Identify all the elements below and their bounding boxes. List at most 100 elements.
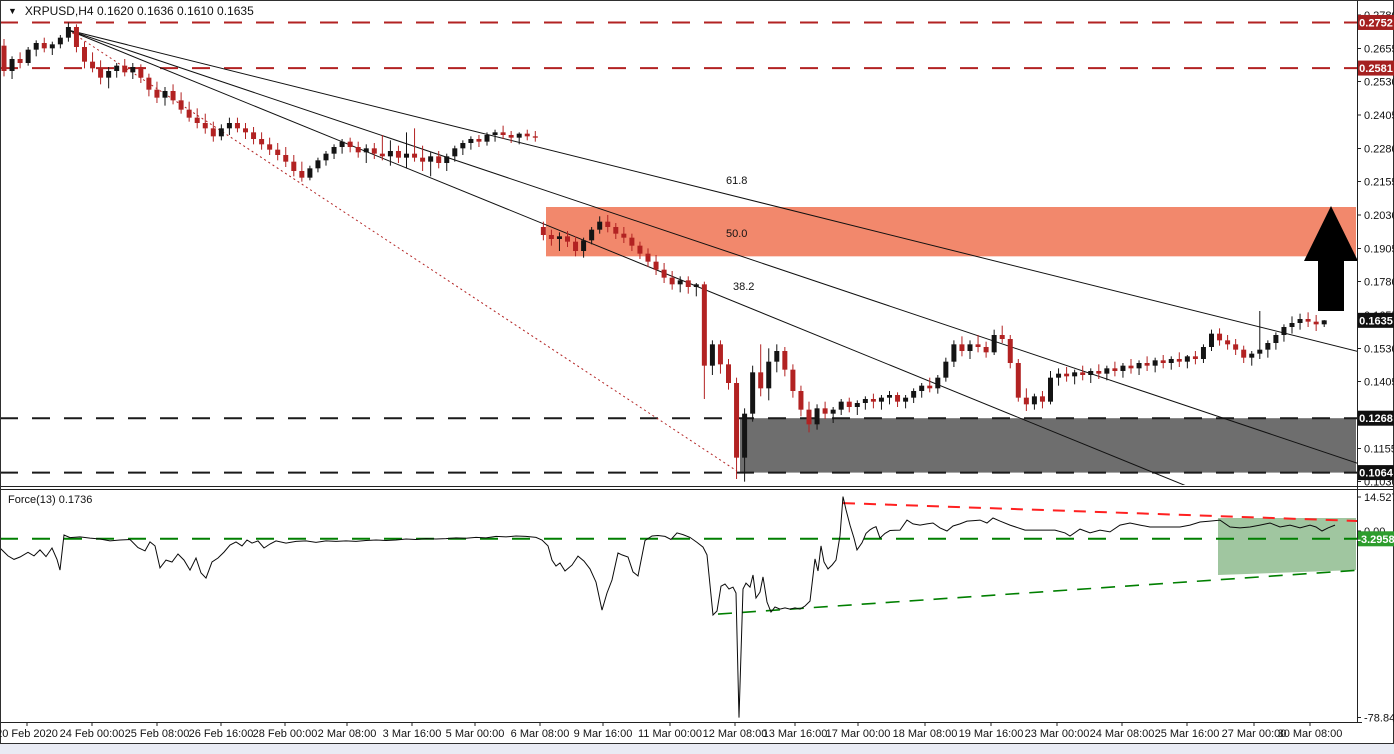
candle: [524, 133, 530, 137]
candle: [323, 153, 329, 161]
candle: [798, 391, 804, 410]
time-tick-label: 2 Mar 08:00: [318, 728, 377, 740]
support-zone[interactable]: [740, 418, 1356, 473]
candle: [154, 89, 160, 98]
candle: [701, 284, 707, 366]
chart-title: XRPUSD,H4 0.1620 0.1636 0.1610 0.1635: [24, 4, 254, 18]
force-green-zone[interactable]: [1218, 517, 1356, 576]
time-tick-label: 20 Feb 2020: [0, 728, 58, 740]
candle: [822, 408, 828, 414]
time-tick-label: 26 Feb 16:00: [189, 728, 254, 740]
candle: [1168, 359, 1174, 363]
candle: [226, 123, 232, 129]
candle: [1, 45, 7, 71]
candle: [122, 65, 128, 73]
candle: [98, 68, 104, 78]
candle: [999, 335, 1005, 339]
candle: [1265, 343, 1271, 350]
fib-line-61.8[interactable]: [67, 29, 1360, 352]
candle: [73, 27, 79, 47]
force-line: [1, 496, 1336, 718]
candle: [1144, 363, 1150, 366]
candle: [130, 67, 136, 73]
candle: [556, 236, 562, 239]
candle: [82, 47, 87, 62]
candle: [210, 128, 216, 137]
candle: [806, 409, 812, 425]
candle: [1120, 365, 1126, 371]
candle: [259, 139, 265, 145]
time-tick-label: 9 Mar 16:00: [574, 728, 633, 740]
candle: [1128, 365, 1134, 369]
candle: [492, 132, 498, 135]
time-axis[interactable]: 20 Feb 2020 24 Feb 00:00 25 Feb 08:00 26 Fe…: [0, 722, 1342, 740]
candle: [178, 100, 184, 110]
candle: [500, 132, 506, 135]
time-tick-label: 25 Feb 08:00: [125, 728, 190, 740]
candle: [283, 155, 289, 162]
candle: [371, 148, 377, 154]
candle: [41, 43, 47, 49]
time-tick-label: 24 Mar 08:00: [1090, 728, 1155, 740]
force-upper-trendline[interactable]: [842, 502, 1360, 522]
candle: [983, 347, 989, 353]
candle: [573, 241, 579, 251]
indicator-tick-label: -78.8499: [1364, 713, 1394, 725]
main-panel: 61.8 50.0 38.2: [1, 21, 1360, 557]
candle: [9, 59, 15, 71]
time-tick-label: 25 Mar 16:00: [1155, 728, 1220, 740]
price-tick-label: 0.2155: [1364, 177, 1394, 189]
candle: [1241, 349, 1247, 358]
candle: [339, 141, 345, 147]
candle: [895, 395, 901, 402]
candle: [444, 156, 450, 163]
time-tick-label: 11 Mar 00:00: [638, 728, 702, 740]
candle: [1088, 371, 1094, 375]
candle: [846, 401, 852, 407]
red-dotted-trendline[interactable]: [67, 29, 738, 472]
candle: [428, 156, 434, 162]
candle: [1209, 333, 1214, 347]
fib-label: 50.0: [726, 228, 747, 240]
candle: [299, 171, 305, 178]
indicator-axis[interactable]: 14.52720.00-78.8499-3.2958: [1357, 492, 1394, 725]
price-axis[interactable]: 0.27800.26550.25300.24050.22800.21550.20…: [1357, 10, 1394, 489]
candle: [613, 227, 619, 234]
candles-layer: [1, 22, 1327, 482]
candle: [186, 109, 192, 118]
candle: [911, 391, 917, 398]
candle: [25, 49, 31, 63]
price-tick-label: 0.1905: [1364, 243, 1394, 255]
candle: [830, 409, 836, 414]
symbol-dropdown-icon[interactable]: ▼: [8, 5, 17, 16]
candle: [1136, 363, 1142, 369]
indicator-tick-label: 14.5272: [1364, 492, 1394, 504]
fib-line-38.2[interactable]: [67, 29, 1360, 557]
candle: [669, 277, 675, 285]
candle: [774, 351, 780, 362]
time-tick-label: 12 Mar 08:00: [703, 728, 768, 740]
time-tick-label: 30 Mar 08:00: [1278, 728, 1343, 740]
force-lower-trendline[interactable]: [717, 569, 1360, 615]
indicator-label: Force(13) 0.1736: [8, 494, 93, 506]
candle: [1064, 373, 1070, 377]
price-tick-label: 0.1155: [1364, 443, 1394, 455]
candle: [484, 135, 490, 142]
up-arrow[interactable]: [1304, 206, 1358, 311]
candle: [854, 403, 860, 407]
candle: [734, 383, 740, 458]
candle: [661, 269, 667, 278]
candle: [57, 37, 63, 45]
fib-line-50.0[interactable]: [67, 29, 1360, 464]
candle: [967, 344, 973, 351]
candle: [1313, 321, 1319, 325]
candle: [862, 399, 868, 403]
candle: [202, 123, 208, 129]
candle: [878, 397, 884, 402]
candle: [565, 236, 570, 242]
price-badge-label: 0.2581: [1359, 63, 1393, 75]
price-badge: [1358, 60, 1394, 76]
resistance-zone[interactable]: [546, 207, 1356, 257]
